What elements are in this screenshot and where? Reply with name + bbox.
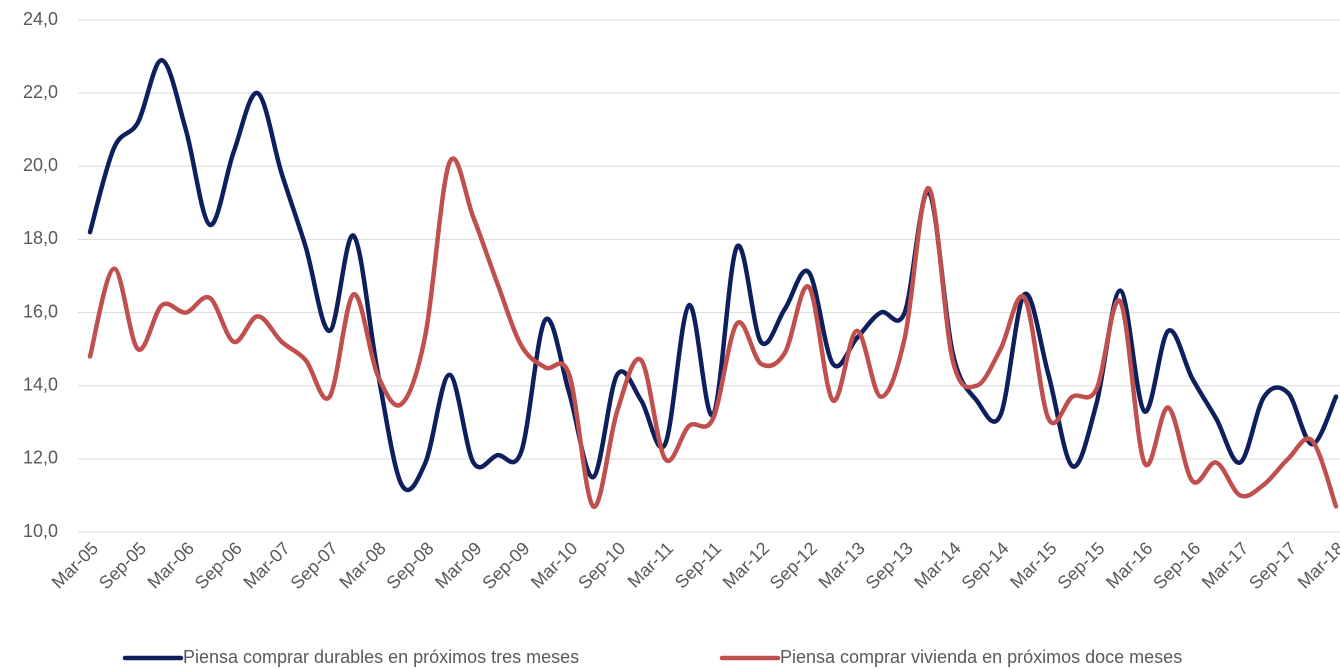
y-tick-label: 20,0 [23, 155, 58, 175]
y-tick-label: 12,0 [23, 448, 58, 468]
x-tick-label: Sep-11 [671, 538, 725, 592]
x-tick-label: Sep-16 [1149, 538, 1204, 593]
y-tick-label: 18,0 [23, 228, 58, 248]
x-tick-label: Mar-18 [1294, 538, 1340, 592]
x-tick-label: Mar-10 [527, 538, 581, 592]
x-tick-label: Mar-07 [239, 538, 293, 592]
x-tick-label: Mar-15 [1006, 538, 1060, 592]
x-tick-label: Sep-06 [191, 538, 246, 593]
series-line [87, 156, 1339, 509]
x-tick-label: Sep-07 [287, 538, 342, 593]
x-tick-label: Sep-05 [95, 538, 150, 593]
x-tick-label: Mar-08 [335, 538, 389, 592]
x-tick-label: Mar-16 [1102, 538, 1156, 592]
x-tick-label: Mar-11 [624, 538, 678, 592]
x-tick-label: Mar-09 [431, 538, 485, 592]
x-tick-label: Sep-17 [1245, 538, 1300, 593]
x-tick-label: Mar-05 [48, 538, 102, 592]
x-tick-label: Mar-12 [719, 538, 773, 592]
x-tick-label: Mar-14 [910, 538, 964, 592]
x-tick-label: Sep-08 [382, 538, 437, 593]
x-tick-label: Sep-14 [958, 538, 1013, 593]
x-tick-label: Sep-15 [1053, 538, 1108, 593]
y-tick-label: 10,0 [23, 521, 58, 541]
x-tick-label: Sep-09 [478, 538, 533, 593]
legend-label: Piensa comprar durables en próximos tres… [183, 647, 579, 667]
x-tick-label: Sep-12 [766, 538, 821, 593]
x-tick-label: Mar-17 [1198, 538, 1252, 592]
x-tick-label: Sep-13 [862, 538, 917, 593]
x-tick-label: Sep-10 [574, 538, 629, 593]
y-tick-label: 16,0 [23, 301, 58, 321]
x-tick-label: Mar-13 [814, 538, 868, 592]
y-tick-label: 24,0 [23, 9, 58, 29]
y-tick-label: 22,0 [23, 82, 58, 102]
y-tick-label: 14,0 [23, 374, 58, 394]
series-line [87, 57, 1339, 493]
x-tick-label: Mar-06 [144, 538, 198, 592]
legend-label: Piensa comprar vivienda en próximos doce… [780, 647, 1182, 667]
